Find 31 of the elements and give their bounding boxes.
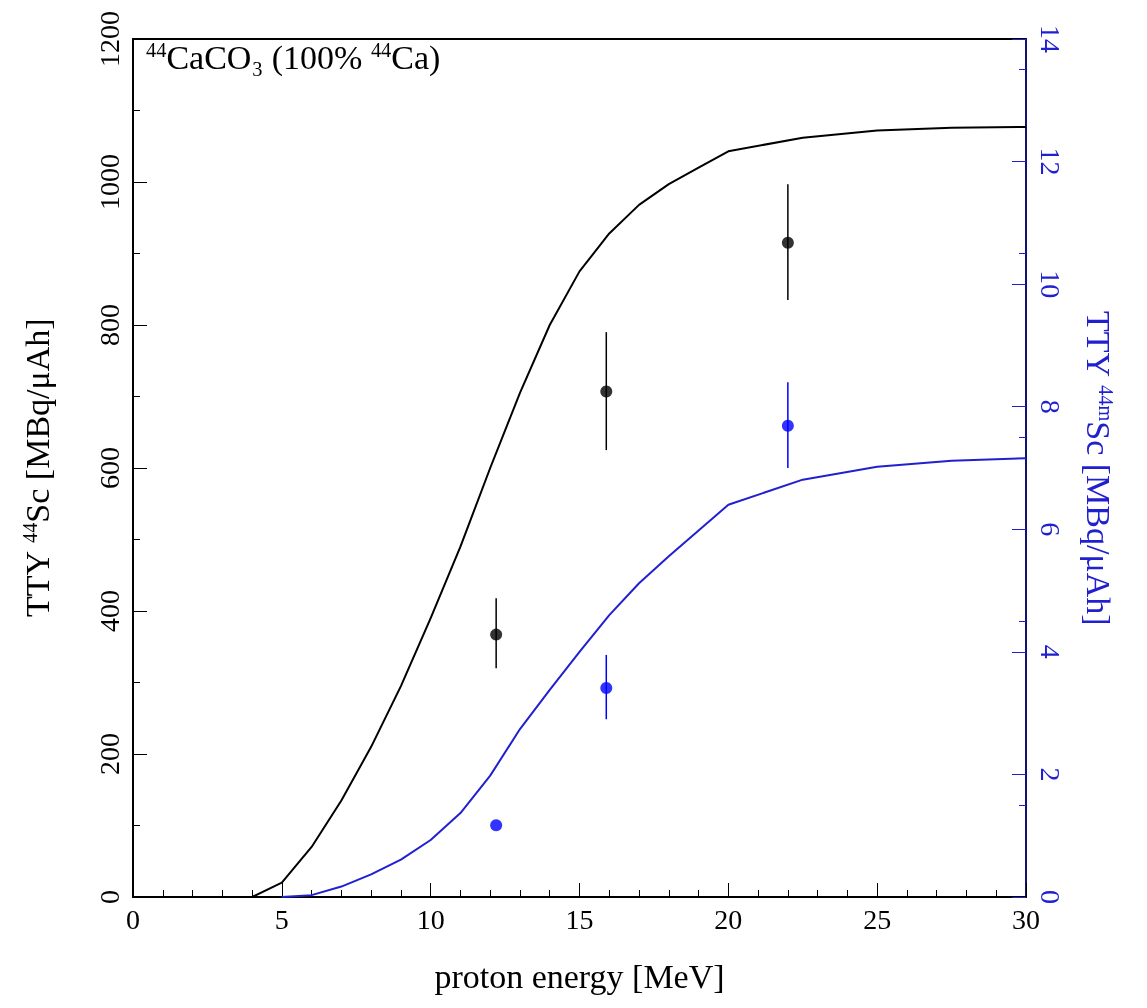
x-axis-title: proton energy [MeV]	[434, 957, 725, 995]
point	[490, 819, 503, 832]
y-tick-label: 0	[93, 890, 125, 904]
y2-tick-label: 6	[1034, 522, 1066, 537]
point	[600, 385, 613, 398]
y2-tick-label: 10	[1034, 270, 1066, 299]
y2-tick-label: 2	[1034, 767, 1066, 782]
point	[600, 682, 613, 695]
y-tick-label: 800	[93, 304, 125, 346]
y-tick-label: 400	[93, 590, 125, 632]
y2-tick-label: 4	[1034, 644, 1066, 659]
y2-tick-label: 8	[1034, 399, 1066, 414]
line-series	[280, 457, 1027, 898]
y-tick-label: 600	[93, 447, 125, 489]
x-tick-label: 20	[714, 903, 743, 935]
x-tick-label: 5	[274, 903, 289, 935]
x-tick-label: 25	[863, 903, 892, 935]
x-tick-label: 15	[565, 903, 594, 935]
x-tick-label: 10	[416, 903, 445, 935]
y-tick-label: 200	[93, 733, 125, 775]
y2-tick-label: 0	[1034, 890, 1066, 904]
y2-axis-title: TTY 44mSc [MBq/μAh]	[1080, 311, 1118, 626]
y-tick-label: 1200	[93, 11, 125, 67]
y2-tick-label: 14	[1034, 25, 1066, 53]
x-tick-label: 30	[1012, 903, 1040, 935]
y-axis-title: TTY 44Sc [MBq/μAh]	[18, 318, 56, 618]
point	[781, 419, 794, 432]
point	[781, 236, 794, 249]
y-tick-label: 1000	[93, 154, 125, 210]
y2-tick-label: 12	[1034, 147, 1066, 176]
point	[490, 628, 503, 641]
